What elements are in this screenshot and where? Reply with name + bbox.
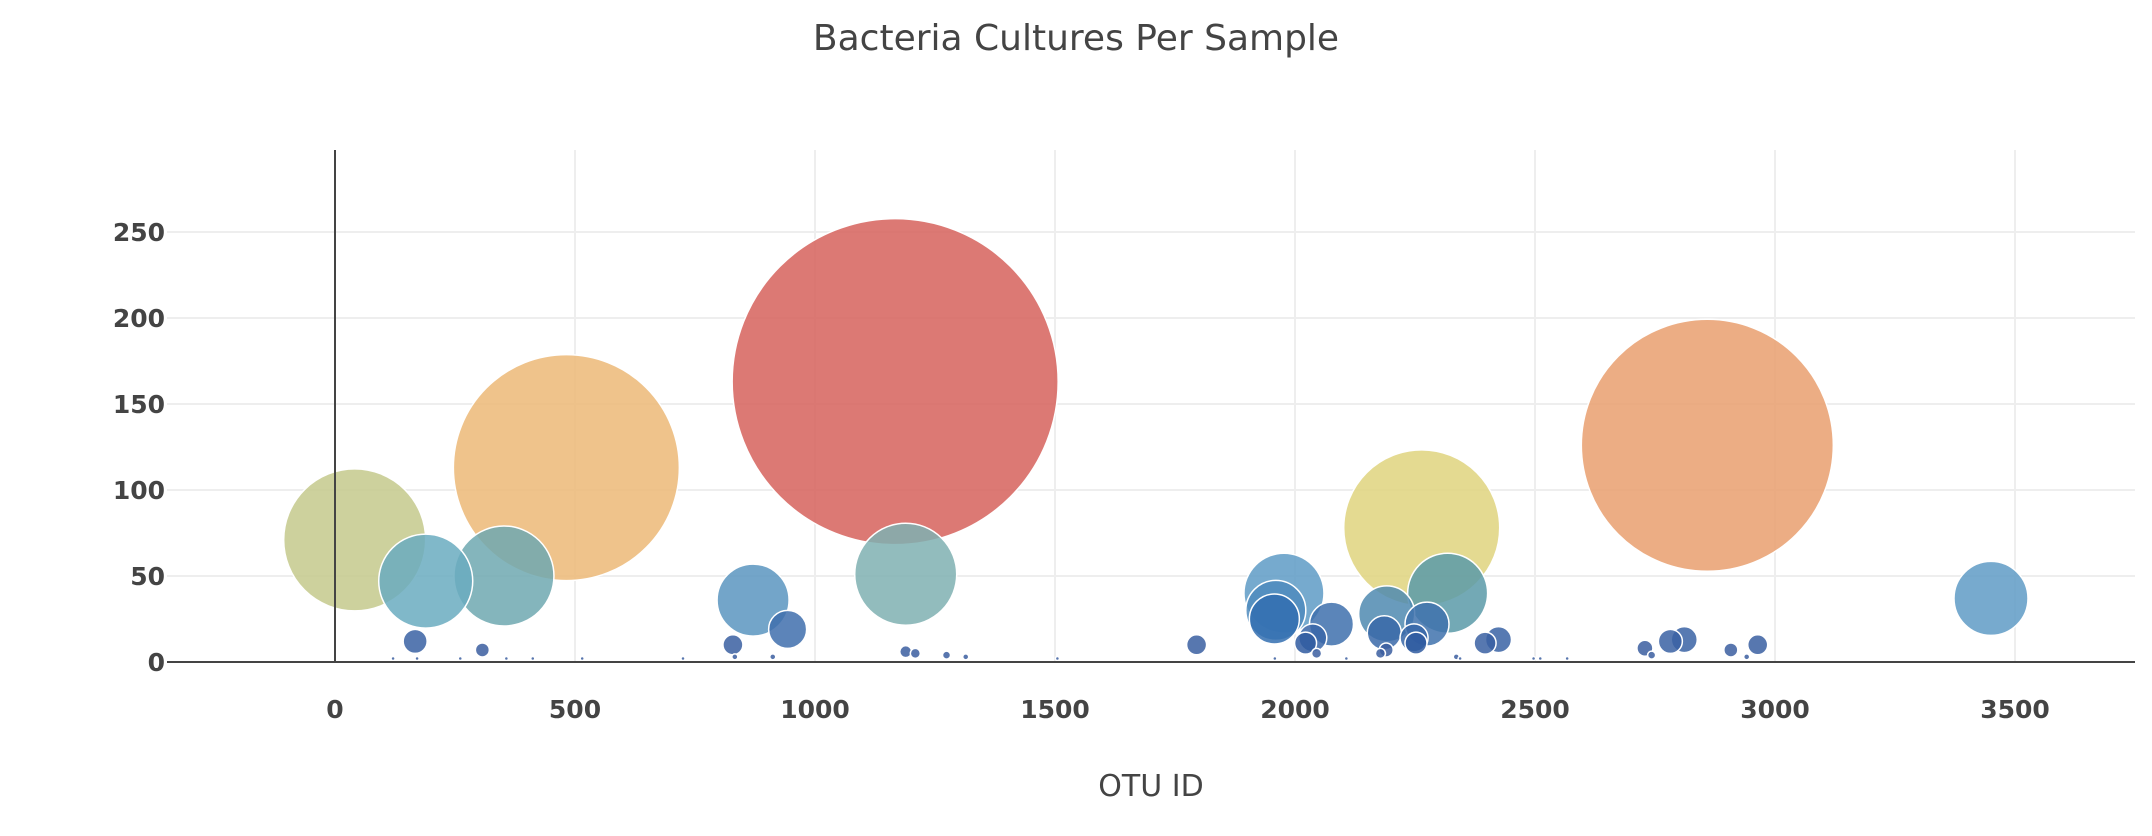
x-tick-label: 1500 bbox=[1020, 695, 1090, 724]
bubble-point-23 bbox=[402, 628, 428, 655]
bubble-point-26 bbox=[1293, 631, 1318, 655]
bubble-point-1 bbox=[1580, 318, 1835, 573]
bubble-point-43 bbox=[769, 653, 777, 661]
bubble-point-10 bbox=[1953, 560, 2029, 637]
bubble-point-5 bbox=[853, 522, 958, 627]
bubble-point-42 bbox=[731, 653, 739, 661]
chart-title: Bacteria Cultures Per Sample bbox=[813, 18, 1339, 59]
bubble-point-50 bbox=[530, 655, 536, 662]
bubble-point-27 bbox=[1404, 631, 1428, 655]
y-tick-label: 0 bbox=[148, 648, 165, 677]
bubble-point-57 bbox=[1530, 655, 1537, 662]
y-tick-label: 200 bbox=[113, 304, 165, 333]
bubble-point-33 bbox=[474, 642, 491, 658]
bubble-point-53 bbox=[1054, 655, 1061, 662]
bubble-point-37 bbox=[1374, 647, 1387, 660]
y-tick-label: 150 bbox=[113, 390, 165, 419]
bubble-point-59 bbox=[1564, 655, 1570, 662]
bubble-point-11 bbox=[716, 563, 790, 637]
bubble-layer bbox=[282, 217, 2029, 662]
x-tick-label: 0 bbox=[326, 695, 343, 724]
bubble-point-2 bbox=[452, 353, 681, 582]
y-tick-label: 100 bbox=[113, 476, 165, 505]
bubble-point-24 bbox=[1657, 628, 1684, 655]
x-tick-label: 1000 bbox=[780, 695, 850, 724]
x-axis-label: OTU ID bbox=[1098, 769, 1203, 804]
x-tick-label: 3000 bbox=[1740, 695, 1810, 724]
bubble-point-39 bbox=[941, 650, 952, 660]
y-tick-label: 250 bbox=[113, 218, 165, 247]
bubble-point-28 bbox=[722, 634, 744, 656]
bubble-point-0 bbox=[731, 217, 1059, 546]
tick-layer: 0 500 1000 1500 2000 2500 3000 3500 0 50 100 150 200… bbox=[113, 218, 2050, 724]
x-tick-label: 500 bbox=[549, 695, 601, 724]
bubble-point-30 bbox=[1746, 634, 1769, 656]
bubble-point-54 bbox=[1272, 655, 1278, 662]
bubble-point-48 bbox=[457, 655, 464, 662]
bubble-point-25 bbox=[1473, 631, 1497, 655]
bubble-point-52 bbox=[680, 655, 686, 662]
bubble-point-40 bbox=[1646, 650, 1657, 660]
bubble-point-14 bbox=[1248, 593, 1301, 645]
bubble-point-58 bbox=[1537, 655, 1544, 662]
bubble-point-7 bbox=[377, 533, 474, 629]
bubble-point-47 bbox=[414, 655, 420, 662]
bubble-point-49 bbox=[503, 655, 510, 662]
bubble-point-17 bbox=[767, 609, 808, 650]
bubble-point-56 bbox=[1457, 655, 1463, 662]
bubble-point-44 bbox=[1742, 653, 1751, 661]
x-tick-label: 2500 bbox=[1500, 695, 1570, 724]
bubble-point-55 bbox=[1343, 655, 1350, 662]
bubble-point-29 bbox=[1185, 634, 1208, 656]
bubble-point-36 bbox=[1310, 647, 1323, 660]
bubble-point-51 bbox=[579, 655, 585, 662]
x-tick-label: 3500 bbox=[1980, 695, 2050, 724]
y-tick-label: 50 bbox=[130, 562, 165, 591]
bubble-point-34 bbox=[1723, 642, 1739, 658]
x-tick-label: 2000 bbox=[1260, 695, 1330, 724]
bubble-point-46 bbox=[390, 655, 396, 662]
axis-layer bbox=[167, 150, 2135, 663]
bubble-point-41 bbox=[961, 653, 970, 661]
bubble-point-38 bbox=[909, 647, 922, 660]
